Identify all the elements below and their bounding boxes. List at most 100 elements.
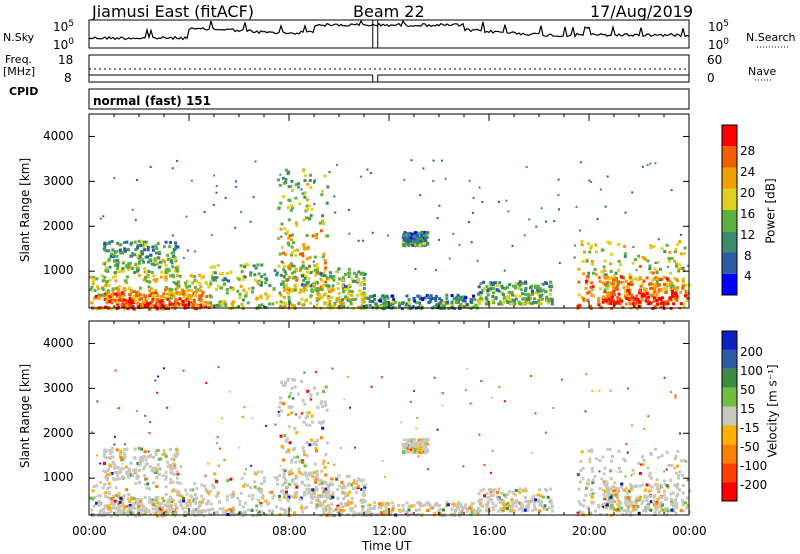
velocity-cell [270,511,274,515]
velocity-cell [340,480,344,484]
power-cell [309,294,313,298]
power-cell [309,295,312,299]
power-cell [90,301,94,305]
velocity-cell [641,455,645,459]
velocity-cell [634,508,638,512]
velocity-cell [623,459,627,463]
power-cell [150,299,154,303]
velocity-cell [654,483,658,487]
power-cell [302,218,306,222]
power-cell [152,263,156,267]
velocity-cell [144,510,148,514]
power-cell [154,260,158,264]
velocity-cell [579,503,583,506]
power-cell [438,297,442,301]
velocity-cell [485,508,489,512]
velocity-cell [243,472,247,476]
power-cell [681,302,685,306]
velocity-cell [282,492,286,496]
velocity-cell [168,510,172,514]
power-cell [609,300,613,304]
velocity-cell [631,468,635,472]
velocity-cell [649,453,653,456]
y-axis-label-power: Slant Range [km] [18,157,33,263]
power-cell [140,240,143,244]
velocity-cell [203,484,207,488]
velocity-cell [643,488,647,492]
power-cell [135,267,139,271]
power-cell [549,280,553,284]
power-cell [667,259,671,263]
velocity-cell [193,493,197,496]
velocity-cell [629,485,633,489]
velocity-cell [164,510,168,514]
power-cell [407,298,411,302]
velocity-cell [331,491,335,495]
power-cell [221,303,225,307]
velocity-cell [213,472,217,476]
velocity-cell [139,456,143,460]
velocity-cell [364,511,368,515]
power-cell [315,236,318,240]
power-cell [498,281,502,285]
range-tick-3000-power: 3000 [43,174,74,188]
power-cell [306,266,310,270]
velocity-cell [402,445,406,449]
power-sparse-cell [540,207,543,210]
velocity-cell [347,474,351,478]
velocity-cell [598,459,602,462]
power-cell [153,305,157,309]
velocity-cell [326,506,330,510]
velocity-cell [382,503,386,507]
power-cell [116,301,120,304]
power-cell [614,278,617,282]
power-cell [486,293,490,297]
power-sparse-cell [185,215,188,218]
velocity-sparse-cell [631,424,634,427]
velocity-cell [138,481,142,485]
power-cell [322,284,326,288]
velocity-cell [492,508,496,512]
velocity-cell [384,506,388,510]
power-cell [326,185,330,189]
velocity-cell [251,493,255,497]
power-cell [412,297,416,301]
power-sparse-cell [193,250,196,253]
power-cell [174,244,178,248]
power-cell [533,297,536,301]
velocity-cell [119,496,123,500]
power-cell [409,236,413,240]
power-cell [213,304,217,308]
power-cell [424,234,428,238]
velocity-cell [518,487,522,491]
velocity-sparse-cell [310,398,312,401]
velocity-cell [246,508,250,512]
power-cell [177,284,181,288]
velocity-cell [601,455,605,459]
velocity-cell [609,495,613,499]
velocity-cell [368,510,372,514]
velocity-cell [324,385,328,389]
velocity-cell [653,503,657,507]
power-cell [641,256,645,259]
velocity-cell [591,492,595,496]
power-cell [131,296,135,300]
velocity-cell [128,503,132,507]
velocity-cell [154,497,158,501]
power-sparse-cell [448,257,451,260]
power-tick-24: 24 [740,165,756,179]
velocity-cell [670,502,674,506]
velocity-cell [137,504,141,508]
power-cell [400,307,404,311]
power-cell [286,278,290,282]
power-cell [681,279,685,283]
freq-tick-bottom: 8 [64,71,72,85]
velocity-cell [316,478,320,482]
velocity-cell [381,501,385,505]
velocity-cell [626,500,630,504]
power-cell [656,276,660,280]
velocity-cell [543,504,547,508]
velocity-cell [613,508,616,512]
velocity-cell [428,507,432,511]
velocity-cell [510,497,514,501]
